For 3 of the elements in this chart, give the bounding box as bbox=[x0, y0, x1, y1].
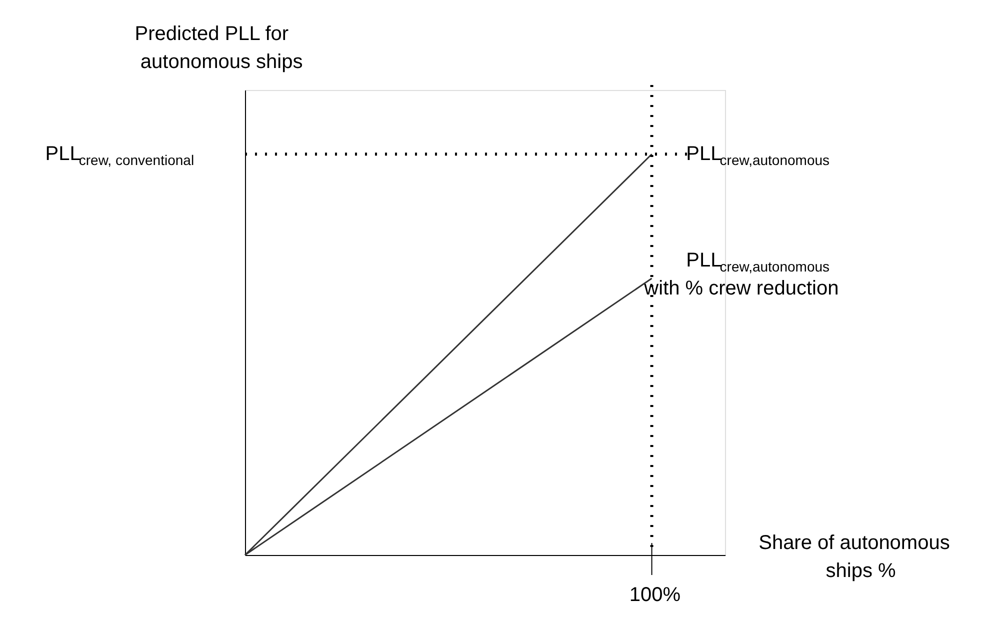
text: 100% bbox=[629, 584, 681, 606]
x-axis-title: Share of autonomous ships % bbox=[758, 532, 950, 582]
y-axis-title: Predicted PLL for autonomous ships bbox=[134, 23, 303, 73]
